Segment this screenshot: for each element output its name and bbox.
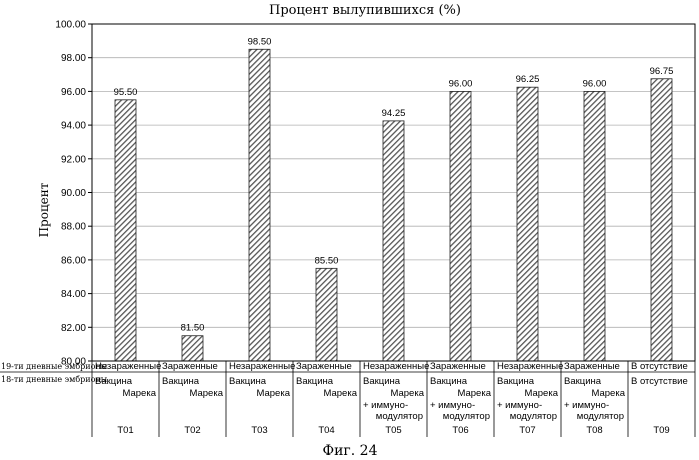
y-tick-label: 92.00	[61, 154, 86, 165]
day18-label: В отсутствие	[631, 376, 688, 387]
treatment-code-t06: T06	[452, 425, 468, 436]
treatment-code-t05: T05	[385, 425, 401, 436]
treatment-code-t07: T07	[519, 425, 535, 436]
bar-value-label: 96.00	[449, 78, 473, 89]
day18-label: + иммуно-	[564, 400, 609, 411]
day18-label: модулятор	[510, 411, 557, 422]
figure-caption: Фиг. 24	[322, 443, 377, 459]
day18-label: Марека	[256, 388, 290, 399]
y-tick-label: 90.00	[61, 188, 86, 199]
bar-t03	[249, 49, 270, 361]
chart-title: Процент вылупившихся (%)	[269, 3, 461, 18]
y-tick-label: 88.00	[61, 222, 86, 233]
day18-label: + иммуно-	[363, 400, 408, 411]
bar-value-label: 98.50	[248, 36, 272, 47]
bar-t04	[316, 268, 337, 361]
day18-label: Вакцина	[296, 376, 334, 387]
day19-label: Зараженные	[430, 361, 486, 372]
bar-value-label: 96.75	[650, 66, 674, 77]
day18-label: Вакцина	[564, 376, 602, 387]
treatment-code-t09: T09	[653, 425, 669, 436]
day19-label: В отсутствие	[631, 361, 688, 372]
day18-label: Марека	[323, 388, 357, 399]
y-tick-label: 84.00	[61, 289, 86, 300]
day18-label: модулятор	[577, 411, 624, 422]
row-label-19-day: 19-ти дневные эмбрионы	[1, 362, 108, 371]
bar-value-label: 96.25	[516, 74, 540, 85]
y-tick-label: 98.00	[61, 53, 86, 64]
treatment-code-t08: T08	[586, 425, 602, 436]
treatment-code-t01: T01	[117, 425, 133, 436]
bar-t01	[115, 100, 136, 361]
day18-label: + иммуно-	[497, 400, 542, 411]
day18-label: модулятор	[443, 411, 490, 422]
y-tick-label: 86.00	[61, 255, 86, 266]
day18-label: модулятор	[376, 411, 423, 422]
day18-label: Вакцина	[162, 376, 200, 387]
day18-label: Марека	[189, 388, 223, 399]
day18-label: + иммуно-	[430, 400, 475, 411]
row-label-18-day: 18-ти дневные эмбрионы	[1, 375, 108, 384]
treatment-code-t02: T02	[184, 425, 200, 436]
bar-t07	[517, 87, 538, 361]
bar-value-label: 81.50	[181, 323, 205, 334]
y-axis-label: Процент	[37, 182, 51, 237]
bar-value-label: 85.50	[315, 255, 339, 266]
day18-label: Вакцина	[95, 376, 133, 387]
bar-value-label: 94.25	[382, 108, 406, 119]
day19-label: Незараженные	[229, 361, 295, 372]
day18-label: Марека	[390, 388, 424, 399]
day18-label: Марека	[457, 388, 491, 399]
day18-label: Марека	[122, 388, 156, 399]
bar-t06	[450, 91, 471, 361]
hatch-rate-bar-chart: Процент вылупившихся (%) Процент 95.50 81…	[0, 0, 699, 460]
y-tick-label: 96.00	[61, 87, 86, 98]
day18-label: Вакцина	[363, 376, 401, 387]
day18-label: Марека	[524, 388, 558, 399]
day18-label: Вакцина	[229, 376, 267, 387]
day19-label: Незараженные	[95, 361, 161, 372]
day19-label: Незараженные	[363, 361, 429, 372]
day19-label: Зараженные	[296, 361, 352, 372]
y-tick-label: 100.00	[55, 20, 86, 31]
bar-t09	[651, 79, 672, 361]
y-tick-label: 94.00	[61, 121, 86, 132]
treatment-code-t04: T04	[318, 425, 334, 436]
day18-label: Вакцина	[497, 376, 535, 387]
day19-label: Незараженные	[497, 361, 563, 372]
bar-value-label: 96.00	[583, 78, 607, 89]
bar-t02	[182, 336, 203, 361]
day19-label: Зараженные	[162, 361, 218, 372]
bar-t08	[584, 91, 605, 361]
y-tick-label: 82.00	[61, 323, 86, 334]
treatment-code-t03: T03	[251, 425, 267, 436]
day19-label: Зараженные	[564, 361, 620, 372]
day18-label: Вакцина	[430, 376, 468, 387]
day18-label: Марека	[591, 388, 625, 399]
bar-value-label: 95.50	[114, 87, 138, 98]
bar-t05	[383, 121, 404, 361]
